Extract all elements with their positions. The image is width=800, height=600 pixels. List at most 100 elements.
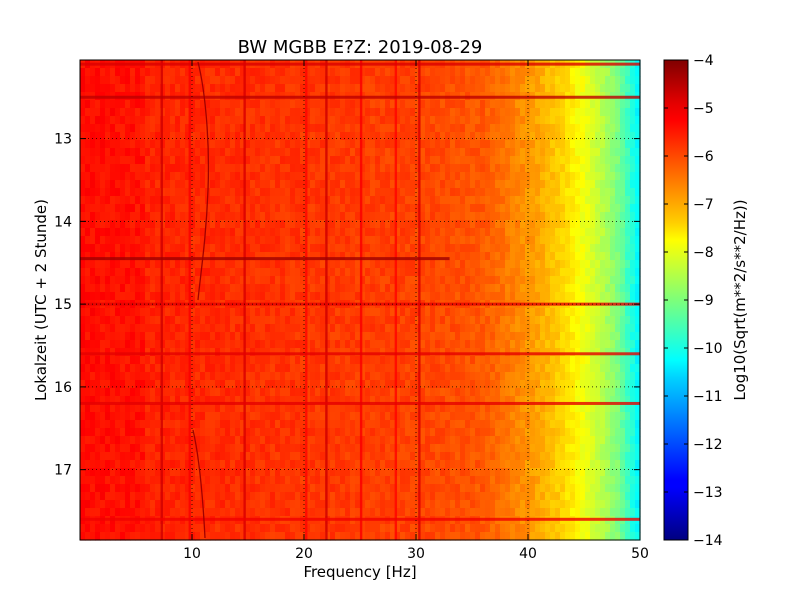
heatmap-cell — [315, 284, 321, 293]
heatmap-cell — [355, 388, 361, 397]
heatmap-cell — [550, 260, 556, 269]
heatmap-cell — [90, 412, 96, 421]
heatmap-cell — [255, 180, 261, 189]
heatmap-cell — [570, 68, 576, 77]
heatmap-cell — [420, 388, 426, 397]
heatmap-cell — [145, 308, 151, 317]
heatmap-cell — [320, 76, 326, 85]
heatmap-cell — [355, 356, 361, 365]
heatmap-cell — [590, 380, 596, 389]
heatmap-cell — [270, 340, 276, 349]
heatmap-cell — [330, 388, 336, 397]
heatmap-cell — [450, 76, 456, 85]
heatmap-cell — [340, 228, 346, 237]
heatmap-cell — [585, 364, 591, 373]
heatmap-cell — [305, 388, 311, 397]
heatmap-cell — [90, 172, 96, 181]
heatmap-cell — [395, 252, 401, 261]
heatmap-cell — [235, 76, 241, 85]
heatmap-cell — [345, 244, 351, 253]
heatmap-cell — [155, 156, 161, 165]
heatmap-cell — [435, 308, 441, 317]
heatmap-cell — [285, 68, 291, 77]
heatmap-cell — [480, 332, 486, 341]
heatmap-cell — [265, 316, 271, 325]
heatmap-cell — [560, 364, 566, 373]
heatmap-cell — [435, 124, 441, 133]
heatmap-cell — [185, 372, 191, 381]
heatmap-cell — [385, 172, 391, 181]
heatmap-cell — [365, 156, 371, 165]
heatmap-cell — [470, 180, 476, 189]
heatmap-cell — [480, 164, 486, 173]
heatmap-cell — [335, 116, 341, 125]
heatmap-cell — [220, 108, 226, 117]
heatmap-cell — [125, 228, 131, 237]
heatmap-cell — [175, 116, 181, 125]
heatmap-cell — [235, 316, 241, 325]
heatmap-cell — [115, 236, 121, 245]
heatmap-cell — [505, 324, 511, 333]
heatmap-cell — [370, 356, 376, 365]
heatmap-cell — [520, 372, 526, 381]
heatmap-cell — [185, 412, 191, 421]
heatmap-cell — [455, 308, 461, 317]
heatmap-cell — [90, 204, 96, 213]
heatmap-cell — [85, 292, 91, 301]
heatmap-cell — [165, 260, 171, 269]
heatmap-cell — [330, 140, 336, 149]
heatmap-cell — [300, 204, 306, 213]
heatmap-cell — [460, 324, 466, 333]
heatmap-cell — [245, 228, 251, 237]
heatmap-cell — [250, 124, 256, 133]
heatmap-cell — [210, 132, 216, 141]
heatmap-cell — [440, 180, 446, 189]
heatmap-cell — [575, 292, 581, 301]
heatmap-cell — [490, 340, 496, 349]
heatmap-cell — [490, 228, 496, 237]
heatmap-cell — [240, 356, 246, 365]
heatmap-cell — [130, 380, 136, 389]
heatmap-cell — [90, 148, 96, 157]
heatmap-cell — [340, 412, 346, 421]
heatmap-cell — [95, 244, 101, 253]
heatmap-cell — [430, 204, 436, 213]
heatmap-cell — [490, 236, 496, 245]
heatmap-cell — [210, 284, 216, 293]
heatmap-cell — [355, 260, 361, 269]
heatmap-cell — [485, 388, 491, 397]
heatmap-cell — [205, 324, 211, 333]
heatmap-cell — [580, 172, 586, 181]
heatmap-cell — [250, 132, 256, 141]
heatmap-cell — [630, 228, 636, 237]
heatmap-cell — [395, 228, 401, 237]
heatmap-cell — [365, 76, 371, 85]
heatmap-cell — [620, 356, 626, 365]
heatmap-cell — [440, 252, 446, 261]
heatmap-cell — [425, 316, 431, 325]
heatmap-cell — [400, 204, 406, 213]
heatmap-cell — [505, 164, 511, 173]
heatmap-cell — [245, 308, 251, 317]
heatmap-cell — [395, 188, 401, 197]
heatmap-cell — [400, 380, 406, 389]
heatmap-cell — [515, 244, 521, 253]
heatmap-cell — [585, 84, 591, 93]
heatmap-cell — [620, 220, 626, 229]
heatmap-cell — [315, 372, 321, 381]
heatmap-cell — [185, 100, 191, 109]
heatmap-cell — [530, 236, 536, 245]
heatmap-cell — [445, 284, 451, 293]
heatmap-cell — [610, 196, 616, 205]
heatmap-cell — [130, 292, 136, 301]
heatmap-cell — [100, 388, 106, 397]
heatmap-cell — [310, 356, 316, 365]
heatmap-cell — [250, 156, 256, 165]
heatmap-cell — [405, 76, 411, 85]
heatmap-cell — [545, 100, 551, 109]
heatmap-cell — [225, 68, 231, 77]
heatmap-cell — [565, 340, 571, 349]
heatmap-cell — [325, 268, 331, 277]
heatmap-cell — [545, 140, 551, 149]
heatmap-cell — [110, 340, 116, 349]
